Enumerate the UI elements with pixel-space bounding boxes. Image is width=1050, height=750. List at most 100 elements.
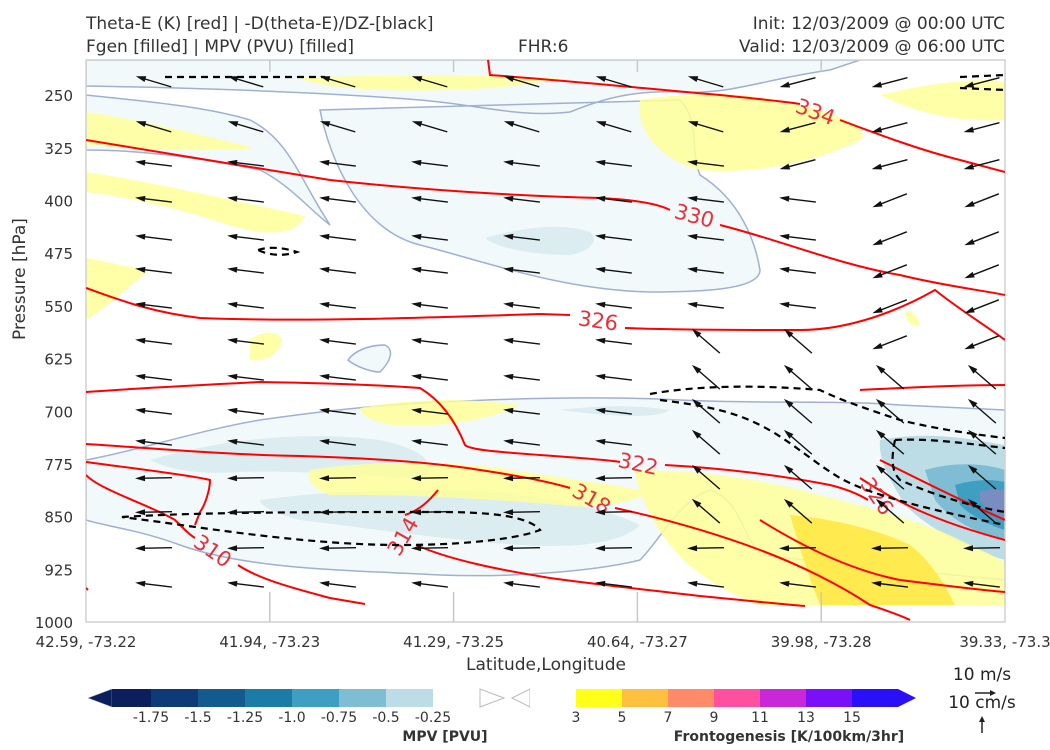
mpv-colorbar-swatch	[245, 689, 292, 707]
y-tick-label: 550	[44, 298, 73, 316]
wind-vector	[687, 233, 724, 241]
y-tick-label: 775	[44, 456, 73, 474]
wind-vector	[687, 580, 724, 588]
wind-vector	[503, 266, 540, 274]
wind-vector	[687, 301, 724, 309]
wind-vector	[411, 195, 448, 203]
wind-vector	[319, 475, 357, 482]
wind-vector	[875, 498, 905, 524]
wind-vector	[779, 76, 816, 88]
valid-time: Valid: 12/03/2009 @ 06:00 UTC	[739, 37, 1005, 57]
wind-vector	[691, 328, 721, 354]
wind-vector	[135, 438, 172, 446]
plot-frame	[85, 59, 1006, 623]
mpv-colorbar-extend-low	[87, 688, 113, 708]
theta-e-310-line-2	[86, 587, 89, 591]
title-line-1: Theta-E (K) [red] | -D(theta-E)/DZ-[blac…	[86, 14, 434, 34]
wind-vector	[135, 121, 172, 133]
wind-vector	[411, 337, 448, 345]
wind-vector	[687, 121, 724, 133]
wind-vector	[503, 159, 540, 167]
wind-vector	[411, 438, 448, 446]
x-axis-label: Latitude,Longitude	[466, 655, 626, 675]
wind-vector	[779, 158, 816, 170]
fgen-colorbar-swatch	[852, 689, 898, 707]
theta-e-334-line	[487, 60, 1005, 173]
wind-vector	[319, 407, 356, 415]
title-line-2: Fgen [filled] | MPV (PVU) [filled]	[86, 37, 355, 57]
wind-vector	[319, 121, 356, 133]
wind-vector	[227, 407, 264, 415]
wind-vector	[503, 337, 540, 345]
mpv-colorbar: -1.75 -1.5 -1.25 -1.0 -0.75 -0.5 -0.25	[87, 688, 506, 726]
wind-vector	[503, 76, 540, 88]
x-axis-gridlines	[269, 60, 822, 622]
wind-vector	[319, 233, 356, 241]
mpv-colorbar-swatch	[339, 689, 386, 707]
wind-vector	[319, 545, 357, 552]
wind-vector	[411, 121, 448, 133]
x-tick-label: 41.29, -73.25	[403, 633, 504, 651]
wind-vector	[411, 475, 449, 482]
wind-vector	[595, 233, 632, 241]
wind-vector	[779, 121, 816, 133]
theta-e-318-line	[86, 443, 911, 621]
wind-vector	[872, 193, 908, 208]
wind-vector	[227, 76, 264, 88]
mpv-colorbar-swatch	[386, 689, 433, 707]
wind-vector	[595, 76, 632, 88]
wind-vector	[691, 498, 721, 524]
theta-e-314-line	[86, 461, 806, 607]
fgen-colorbar-extend-low	[510, 688, 531, 708]
wind-vector	[411, 509, 449, 516]
mpv-colorbar-swatch	[151, 689, 198, 707]
wind-vector	[503, 233, 540, 241]
wind-vector	[227, 301, 264, 309]
x-axis: 42.59, -73.22 41.94, -73.23 41.29, -73.25 4…	[36, 633, 1050, 651]
wind-vector	[964, 299, 1000, 314]
wind-vector	[783, 364, 813, 390]
wind-vector	[875, 398, 905, 424]
wind-vector	[595, 121, 632, 133]
wind-vector	[779, 301, 816, 309]
wind-vector	[871, 580, 908, 588]
mpv-colorbar-tick: -0.75	[321, 710, 357, 726]
wind-vector	[319, 438, 356, 446]
wind-vector	[872, 335, 908, 350]
theta-e-322-line	[86, 380, 869, 501]
mpv-fill-small	[346, 344, 392, 373]
wind-vector	[963, 580, 1000, 588]
wind-vector	[319, 159, 356, 167]
wind-vectors	[135, 76, 1001, 588]
wind-vector	[691, 429, 721, 455]
fgen-colorbar-swatch	[668, 689, 714, 707]
wind-vector	[779, 266, 816, 274]
wind-vector	[595, 545, 633, 552]
wind-vector	[964, 193, 1000, 208]
wind-vector	[135, 195, 172, 203]
wind-vector	[871, 121, 908, 133]
mpv-colorbar-tick: -1.25	[227, 710, 263, 726]
wind-vector	[691, 364, 721, 390]
wind-vector	[411, 407, 448, 415]
wind-vector	[875, 364, 905, 390]
wind-vector	[135, 266, 172, 274]
wind-vector	[779, 545, 817, 552]
wind-vector	[691, 398, 721, 424]
theta-e-bottom-right	[759, 519, 1005, 593]
wind-vector	[503, 545, 541, 552]
wind-vector	[411, 580, 448, 588]
y-tick-label: 625	[44, 351, 73, 369]
wind-vector	[595, 580, 632, 588]
y-tick-label: 850	[44, 509, 73, 527]
wind-vector	[411, 233, 448, 241]
wind-vector	[963, 545, 1001, 552]
y-tick-label: 925	[44, 561, 73, 579]
fgen-colorbar-tick: 11	[751, 710, 769, 726]
mpv-colorbar-swatch	[112, 689, 151, 707]
wind-vector	[871, 158, 908, 170]
wind-vector	[227, 195, 264, 203]
wind-vector	[783, 498, 813, 524]
wind-vector	[135, 301, 172, 309]
wind-vector	[503, 475, 541, 482]
